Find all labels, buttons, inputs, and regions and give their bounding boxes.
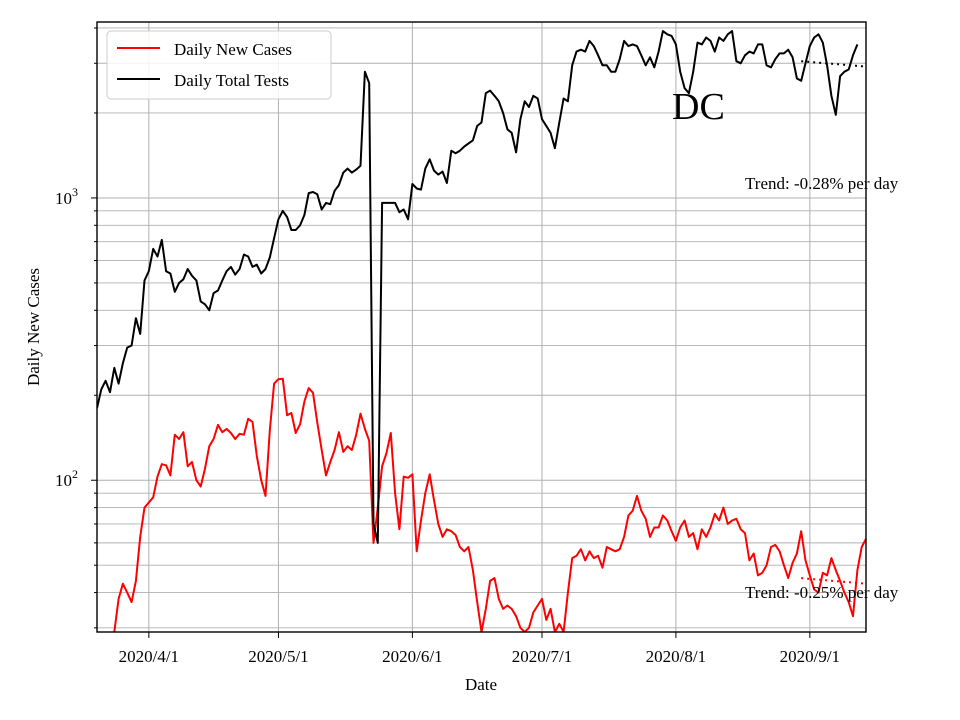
grid [97, 22, 866, 632]
plot-frame [96, 21, 867, 633]
legend-label-tests: Daily Total Tests [174, 71, 289, 90]
legend-label-cases: Daily New Cases [174, 40, 292, 59]
x-tick-label: 2020/6/1 [382, 647, 442, 666]
trend-line-cases [801, 577, 866, 585]
trend-line-tests [801, 60, 866, 68]
x-tick-label: 2020/9/1 [780, 647, 840, 666]
trend-label-cases: Trend: -0.25% per day [745, 583, 899, 602]
legend: Daily New Cases Daily Total Tests [106, 30, 332, 100]
x-tick-label: 2020/8/1 [646, 647, 706, 666]
series-lines [97, 30, 866, 632]
trend-label-tests: Trend: -0.28% per day [745, 174, 899, 193]
x-axis-title: Date [465, 675, 497, 694]
x-tick-label: 2020/4/1 [119, 647, 179, 666]
series-line-daily-new-cases [113, 377, 866, 632]
series-line-daily-total-tests [97, 30, 859, 544]
region-label: DC [672, 86, 725, 128]
x-tick-label: 2020/5/1 [248, 647, 308, 666]
y-axis-title: Daily New Cases [24, 268, 43, 386]
x-tick-label: 2020/7/1 [512, 647, 572, 666]
legend-box [106, 30, 332, 100]
